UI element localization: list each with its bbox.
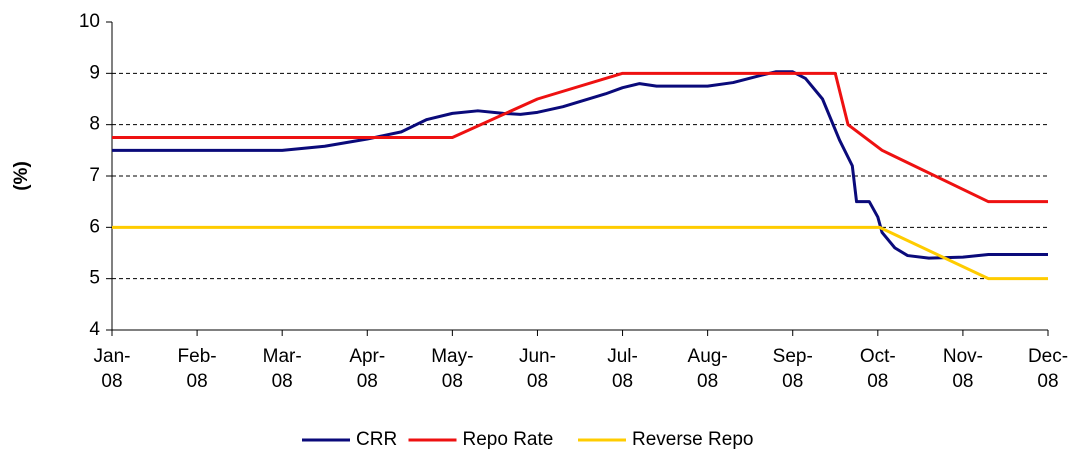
y-tick-label: 9 xyxy=(89,62,100,83)
y-tick-label: 5 xyxy=(89,268,100,289)
x-tick-label: Apr- 08 xyxy=(349,346,386,392)
series-line xyxy=(112,71,1048,204)
x-tick-label: Dec- 08 xyxy=(1027,346,1069,392)
x-tick-label: Oct- 08 xyxy=(859,346,896,392)
y-tick-label: 6 xyxy=(89,216,100,237)
x-tick-label: Aug- 08 xyxy=(687,346,728,392)
series-line xyxy=(112,70,1048,260)
x-tick-label: Jun- 08 xyxy=(518,346,556,392)
x-tick-label: Jul- 08 xyxy=(607,346,638,392)
x-tick-label: Sep- 08 xyxy=(772,346,813,392)
x-tick-label: Feb- 08 xyxy=(177,346,217,392)
x-tick-label: Nov- 08 xyxy=(942,346,983,392)
y-axis-label: (%) xyxy=(11,161,32,191)
y-tick-label: 8 xyxy=(89,114,100,135)
legend-label: CRR xyxy=(356,429,397,450)
series-line xyxy=(112,225,1048,281)
y-tick-label: 4 xyxy=(89,319,100,340)
y-tick-label: 10 xyxy=(79,11,100,32)
x-tick-label: Mar- 08 xyxy=(262,346,302,392)
x-tick-label: May- 08 xyxy=(431,346,474,392)
x-tick-label: Jan- 08 xyxy=(93,346,131,392)
y-tick-label: 7 xyxy=(89,165,100,186)
legend-label: Repo Rate xyxy=(463,429,554,450)
legend-label: Reverse Repo xyxy=(632,429,753,450)
